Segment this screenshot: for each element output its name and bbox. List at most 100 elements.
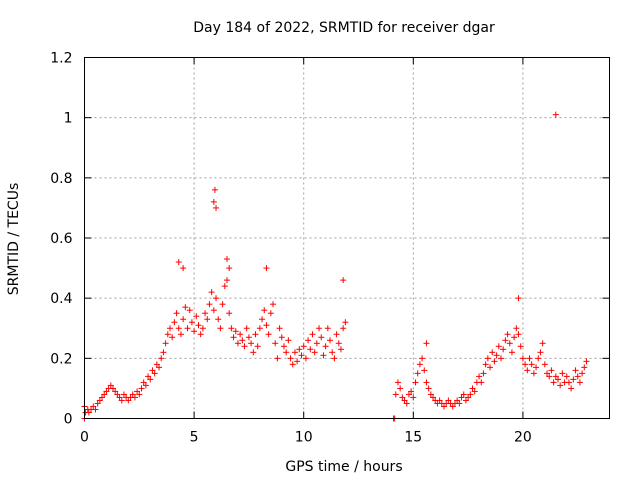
data-point — [243, 325, 250, 332]
data-point — [151, 370, 158, 377]
x-axis-label: GPS time / hours — [285, 459, 402, 475]
data-point — [340, 277, 347, 284]
data-point — [171, 319, 178, 326]
data-point — [180, 265, 187, 272]
y-tick-label: 0.4 — [50, 291, 72, 307]
data-point — [524, 367, 531, 374]
x-tick-label: 0 — [80, 430, 89, 446]
data-point — [136, 391, 143, 398]
x-tick-label: 20 — [514, 430, 532, 446]
data-point — [537, 349, 544, 356]
data-point — [541, 361, 548, 368]
data-point — [263, 265, 270, 272]
data-point — [173, 310, 180, 317]
data-point — [491, 358, 498, 365]
data-point — [414, 370, 421, 377]
data-point — [274, 355, 281, 362]
data-point — [252, 331, 259, 338]
data-point — [484, 355, 491, 362]
data-point — [513, 325, 520, 332]
data-point — [90, 403, 97, 410]
data-point — [576, 379, 583, 386]
data-point — [337, 346, 344, 353]
data-point — [583, 358, 590, 365]
data-point — [342, 319, 349, 326]
data-point — [570, 376, 577, 383]
data-point — [99, 394, 106, 401]
data-point — [467, 391, 474, 398]
data-point — [145, 373, 152, 380]
data-point — [405, 391, 412, 398]
data-point — [261, 307, 268, 314]
data-point — [219, 301, 226, 308]
data-point — [118, 397, 125, 404]
data-point — [548, 367, 555, 374]
data-point — [232, 328, 239, 335]
data-point — [517, 343, 524, 350]
data-point — [186, 307, 193, 314]
data-point — [162, 340, 169, 347]
data-point — [511, 334, 518, 341]
data-point — [565, 379, 572, 386]
data-point — [552, 111, 559, 118]
data-point — [392, 391, 399, 398]
data-point — [449, 403, 456, 410]
data-point — [289, 361, 296, 368]
data-point — [557, 382, 564, 389]
data-point — [239, 337, 246, 344]
y-tick-label: 0 — [64, 412, 73, 428]
data-point — [329, 349, 336, 356]
chart-title: Day 184 of 2022, SRMTID for receiver dga… — [193, 20, 495, 36]
data-point — [188, 319, 195, 326]
data-point — [311, 349, 318, 356]
data-point — [401, 397, 408, 404]
data-point — [581, 364, 588, 371]
y-axis-label: SRMTID / TECUs — [6, 183, 22, 296]
data-point — [204, 316, 211, 323]
data-point — [140, 379, 147, 386]
y-tick-label: 0.8 — [50, 171, 72, 187]
data-point — [430, 394, 437, 401]
data-point — [462, 397, 469, 404]
data-point — [213, 295, 220, 302]
data-point — [241, 343, 248, 350]
data-point — [454, 397, 461, 404]
data-point — [399, 394, 406, 401]
data-point — [223, 256, 230, 263]
data-point — [112, 388, 119, 395]
data-point — [300, 343, 307, 350]
data-point — [191, 328, 198, 335]
data-point — [278, 334, 285, 341]
data-point — [316, 325, 323, 332]
data-point — [456, 400, 463, 407]
data-point — [408, 388, 415, 395]
data-point — [202, 310, 209, 317]
data-point — [267, 310, 274, 317]
data-point — [508, 349, 515, 356]
data-point — [579, 370, 586, 377]
data-point — [226, 265, 233, 272]
data-point — [245, 334, 252, 341]
data-point — [228, 325, 235, 332]
data-point — [285, 337, 292, 344]
data-point — [489, 349, 496, 356]
data-point — [217, 325, 224, 332]
data-point — [522, 361, 529, 368]
data-point — [177, 331, 184, 338]
data-point — [504, 331, 511, 338]
data-point — [131, 394, 138, 401]
data-point — [528, 361, 535, 368]
data-point — [226, 310, 233, 317]
data-point — [215, 316, 222, 323]
data-point — [199, 325, 206, 332]
data-point — [175, 259, 182, 266]
data-point — [114, 391, 121, 398]
data-point — [296, 346, 303, 353]
data-point — [340, 325, 347, 332]
data-point — [270, 301, 277, 308]
data-point — [287, 355, 294, 362]
x-tick-label: 5 — [190, 430, 199, 446]
data-point — [552, 373, 559, 380]
data-point — [153, 361, 160, 368]
